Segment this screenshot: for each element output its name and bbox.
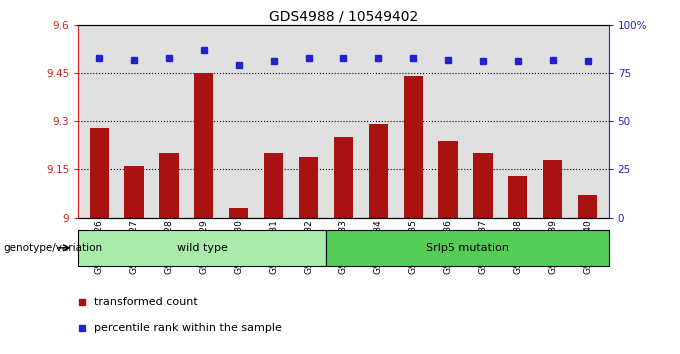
Bar [78,230,326,266]
Bar [369,125,388,218]
Bar [578,195,597,218]
Bar [229,208,248,218]
Text: Srlp5 mutation: Srlp5 mutation [426,243,509,253]
Bar [264,153,283,218]
Bar [334,137,353,218]
Bar [90,128,109,218]
Bar [508,176,528,218]
Text: genotype/variation: genotype/variation [3,243,103,253]
Bar [299,156,318,218]
Bar [543,160,562,218]
Text: wild type: wild type [177,243,227,253]
Bar [194,73,214,218]
Text: transformed count: transformed count [94,297,197,307]
Bar [159,153,179,218]
Bar [439,141,458,218]
Bar [124,166,143,218]
Title: GDS4988 / 10549402: GDS4988 / 10549402 [269,10,418,24]
Bar [404,76,423,218]
Text: percentile rank within the sample: percentile rank within the sample [94,323,282,333]
Bar [473,153,492,218]
Bar [326,230,609,266]
